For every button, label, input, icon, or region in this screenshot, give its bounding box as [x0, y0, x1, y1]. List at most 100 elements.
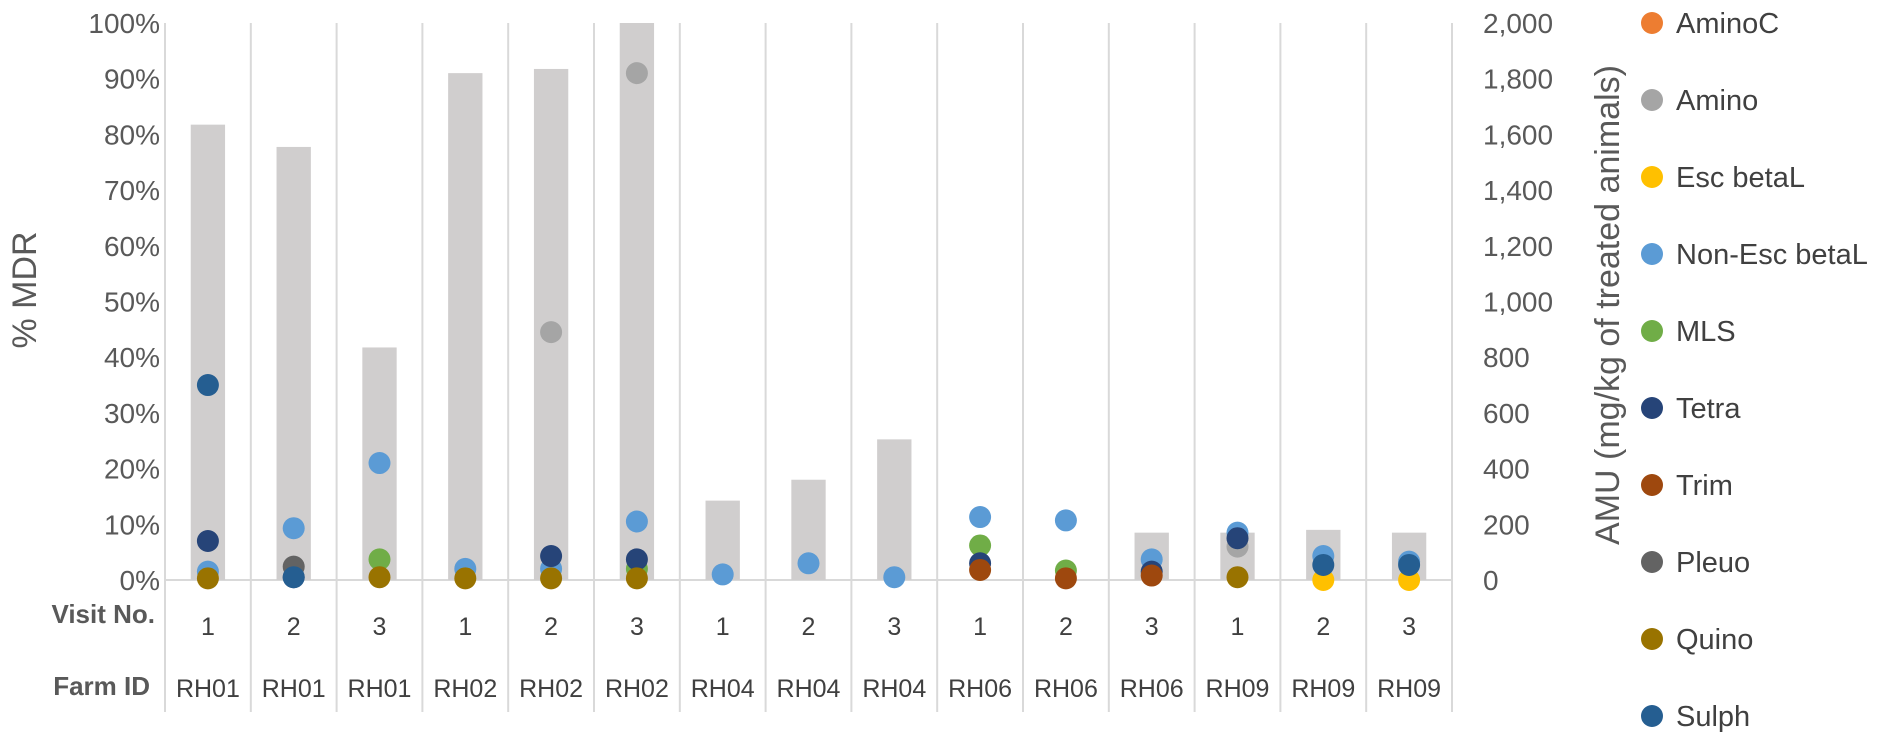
point-non-esc-betal [1054, 509, 1077, 532]
y-left-axis-title: % MDR [6, 231, 44, 348]
point-non-esc-betal [282, 517, 305, 540]
y-left-tick-label: 0% [120, 565, 160, 596]
point-tetra [625, 548, 648, 571]
legend-pleuo-label: Pleuo [1676, 547, 1750, 579]
visit-number-label: 2 [1059, 613, 1073, 641]
y-right-tick-label: 1,800 [1483, 64, 1553, 95]
farm-id-label: RH01 [176, 675, 240, 703]
visit-number-label: 2 [802, 613, 816, 641]
legend-non-esc-betal-marker [1641, 243, 1663, 265]
point-non-esc-betal [368, 452, 391, 475]
legend-aminoc-marker [1641, 12, 1663, 34]
point-non-esc-betal [711, 563, 734, 586]
legend-aminoc-label: AminoC [1676, 8, 1779, 40]
point-quino [196, 567, 219, 590]
legend-tetra-marker [1641, 397, 1663, 419]
point-layer [196, 62, 1421, 591]
legend-pleuo-marker [1641, 551, 1663, 573]
point-non-esc-betal [625, 510, 648, 533]
legend-amino-marker [1641, 89, 1663, 111]
y-left-tick-label: 10% [104, 509, 160, 540]
point-non-esc-betal [969, 506, 992, 529]
y-right-tick-label: 2,000 [1483, 8, 1553, 39]
y-right-tick-label: 200 [1483, 509, 1530, 540]
visit-number-label: 2 [287, 613, 301, 641]
point-trim [1140, 564, 1163, 587]
farm-id-label: RH02 [433, 675, 497, 703]
farm-id-label: RH06 [1120, 675, 1184, 703]
legend-tetra-label: Tetra [1676, 393, 1741, 425]
legend-sulph-label: Sulph [1676, 701, 1750, 733]
point-non-esc-betal [797, 552, 820, 575]
amu-bar [190, 124, 226, 580]
y-right-tick-label: 400 [1483, 454, 1530, 485]
farm-row-title: Farm ID [53, 671, 150, 701]
legend-quino-label: Quino [1676, 624, 1753, 656]
y-left-tick-label: 100% [88, 8, 160, 39]
point-mls [368, 548, 391, 571]
legend-quino-marker [1641, 628, 1663, 650]
point-amino [625, 62, 648, 85]
visit-number-label: 1 [716, 613, 730, 641]
farm-id-label: RH04 [777, 675, 841, 703]
y-right-tick-label: 1,600 [1483, 119, 1553, 150]
y-right-axis-title: AMU (mg/kg of treated animals) [1589, 65, 1627, 545]
legend-trim-marker [1641, 474, 1663, 496]
legend-mls-label: MLS [1676, 316, 1736, 348]
point-tetra [540, 545, 563, 568]
legend-esc-betal-label: Esc betaL [1676, 162, 1805, 194]
amu-bar [877, 439, 912, 580]
amu-bar [448, 73, 483, 580]
legend-amino-label: Amino [1676, 85, 1758, 117]
visit-row-title: Visit No. [51, 599, 155, 629]
point-quino [540, 567, 563, 590]
visit-number-label: 3 [887, 613, 901, 641]
farm-id-label: RH06 [948, 675, 1012, 703]
y-left-tick-label: 40% [104, 342, 160, 373]
point-trim [969, 558, 992, 581]
y-left-tick-label: 70% [104, 175, 160, 206]
legend-non-esc-betal-label: Non-Esc betaL [1676, 239, 1868, 271]
point-tetra [196, 530, 219, 553]
point-sulph [282, 566, 305, 589]
point-quino [368, 566, 391, 589]
point-quino [625, 567, 648, 590]
amu-bar [619, 23, 655, 580]
point-sulph [1312, 553, 1335, 576]
y-left-tick-label: 90% [104, 64, 160, 95]
y-right-tick-label: 1,000 [1483, 287, 1553, 318]
point-quino [1226, 566, 1249, 589]
y-right-tick-label: 800 [1483, 342, 1530, 373]
farm-id-label: RH09 [1206, 675, 1270, 703]
point-amino [540, 321, 563, 344]
visit-number-label: 3 [630, 613, 644, 641]
point-sulph [1398, 553, 1421, 576]
point-esc-betal [1398, 569, 1421, 591]
point-non-esc-betal [883, 566, 906, 589]
y-right-tick-label: 600 [1483, 398, 1530, 429]
visit-number-label: 3 [1402, 613, 1416, 641]
point-quino [454, 567, 477, 590]
grid-layer [164, 23, 1453, 712]
point-sulph [196, 374, 219, 397]
legend-sulph-marker [1641, 705, 1663, 727]
farm-id-label: RH06 [1034, 675, 1098, 703]
point-trim [1054, 567, 1077, 590]
point-tetra [1226, 527, 1249, 550]
legend-mls-marker [1641, 320, 1663, 342]
y-left-tick-label: 30% [104, 398, 160, 429]
legend: AminoC Amino Esc betaL Non-Esc betaL MLS Tetr… [1641, 8, 1868, 733]
farm-id-label: RH02 [519, 675, 583, 703]
y-left-tick-label: 80% [104, 119, 160, 150]
farm-id-label: RH01 [262, 675, 326, 703]
farm-id-label: RH04 [862, 675, 926, 703]
farm-id-label: RH02 [605, 675, 669, 703]
axis-layer: 0% 10% 20% 30% 40% 50% 60% 70% 80% 90% 100% 0 200 400… [88, 8, 1553, 703]
farm-id-label: RH09 [1291, 675, 1355, 703]
y-right-tick-label: 1,200 [1483, 231, 1553, 262]
y-left-tick-label: 20% [104, 454, 160, 485]
point-mls [969, 534, 992, 557]
legend-trim-label: Trim [1676, 470, 1733, 502]
visit-number-label: 1 [201, 613, 215, 641]
visit-number-label: 1 [973, 613, 987, 641]
